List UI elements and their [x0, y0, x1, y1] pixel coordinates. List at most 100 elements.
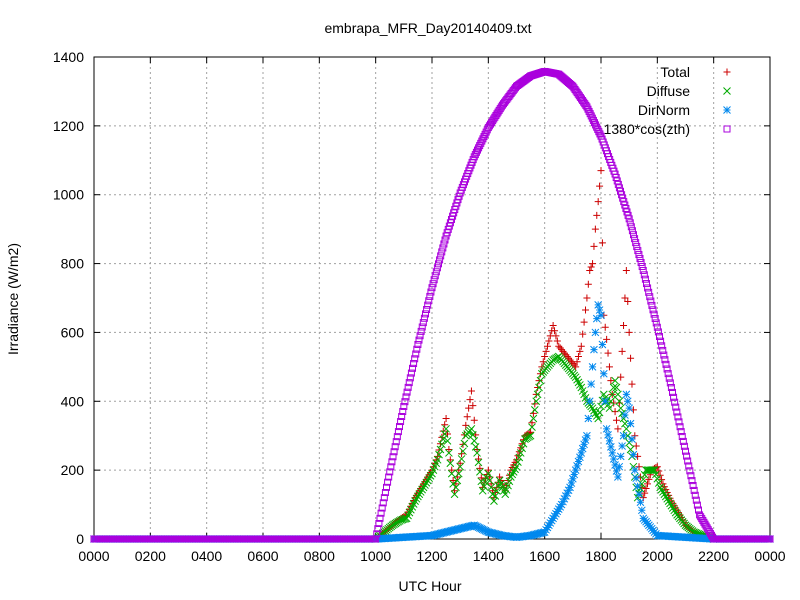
marker-shape — [653, 323, 661, 331]
data-point — [586, 110, 594, 118]
data-point — [476, 524, 484, 532]
data-point — [400, 402, 408, 410]
data-point — [631, 235, 639, 243]
marker-shape — [583, 294, 591, 302]
data-point — [446, 456, 454, 464]
marker-shape — [607, 397, 615, 406]
data-point — [597, 311, 605, 320]
marker-shape — [578, 444, 587, 453]
marker-shape — [684, 457, 692, 465]
marker-shape — [589, 260, 597, 268]
data-point — [447, 469, 456, 478]
data-point — [665, 374, 673, 382]
marker-shape — [474, 523, 483, 532]
legend-label: Total — [660, 64, 690, 80]
marker-shape — [615, 462, 624, 471]
data-point — [532, 390, 540, 398]
marker-shape — [542, 347, 550, 355]
marker-shape — [402, 393, 410, 401]
marker-shape — [595, 128, 603, 136]
marker-shape — [390, 448, 398, 456]
marker-shape — [625, 215, 633, 223]
marker-shape — [628, 435, 636, 444]
marker-shape — [591, 328, 600, 337]
marker-shape — [533, 390, 542, 399]
marker-shape — [626, 419, 635, 428]
data-point — [384, 478, 392, 486]
data-point — [614, 390, 622, 399]
data-point — [437, 252, 445, 260]
marker-shape — [683, 452, 691, 460]
data-point — [605, 437, 614, 445]
data-point — [411, 497, 419, 505]
marker-shape — [593, 211, 601, 219]
marker-shape — [594, 414, 603, 423]
marker-shape — [644, 284, 652, 292]
marker-shape — [632, 474, 641, 483]
data-point — [667, 384, 675, 392]
marker-shape — [595, 408, 604, 417]
marker-shape — [689, 482, 697, 490]
data-point — [470, 153, 478, 161]
data-point — [630, 231, 637, 239]
marker-shape — [723, 125, 731, 133]
marker-shape — [656, 483, 665, 492]
marker-shape — [667, 384, 675, 392]
data-point — [580, 440, 588, 449]
data-point — [422, 310, 429, 318]
chart-title: embrapa_MFR_Day20140409.txt — [324, 20, 531, 36]
marker-shape — [552, 509, 560, 518]
marker-shape — [415, 490, 424, 499]
data-point — [636, 255, 644, 263]
data-point — [661, 492, 670, 501]
data-point — [622, 266, 630, 274]
marker-shape — [669, 388, 676, 396]
marker-shape — [380, 494, 388, 502]
marker-shape — [436, 445, 445, 454]
marker-shape — [442, 424, 450, 433]
data-point — [598, 239, 606, 247]
data-point — [545, 521, 553, 530]
data-point — [375, 520, 383, 528]
x-tick-label: 0200 — [135, 548, 166, 564]
marker-shape — [660, 490, 669, 499]
data-point — [615, 399, 623, 407]
data-point — [678, 433, 686, 441]
marker-shape — [604, 349, 612, 357]
marker-shape — [624, 297, 632, 305]
data-point — [625, 404, 634, 413]
marker-shape — [678, 433, 686, 441]
data-point — [604, 431, 612, 439]
data-point — [397, 516, 405, 524]
marker-shape — [373, 530, 381, 538]
data-point — [616, 404, 625, 413]
data-point — [556, 503, 565, 511]
data-point — [436, 256, 444, 264]
data-point — [598, 340, 607, 349]
data-point — [585, 107, 593, 115]
marker-shape — [474, 455, 482, 463]
marker-shape — [381, 489, 389, 497]
data-point — [634, 247, 642, 255]
marker-shape — [646, 293, 654, 301]
marker-shape — [423, 306, 431, 314]
marker-shape — [584, 105, 592, 113]
marker-shape — [479, 135, 487, 143]
marker-shape — [647, 297, 655, 305]
data-point — [421, 481, 429, 489]
marker-shape — [616, 452, 625, 461]
marker-shape — [452, 483, 460, 492]
marker-shape — [627, 354, 635, 362]
data-point — [595, 408, 604, 417]
marker-shape — [438, 440, 446, 449]
data-point — [661, 356, 669, 364]
data-point — [568, 474, 577, 483]
marker-shape — [407, 369, 415, 377]
data-point — [582, 306, 590, 314]
data-point — [496, 473, 504, 481]
data-point — [588, 114, 596, 122]
data-point — [608, 449, 617, 457]
data-point — [576, 453, 584, 462]
marker-shape — [588, 363, 597, 371]
marker-shape — [633, 482, 642, 491]
